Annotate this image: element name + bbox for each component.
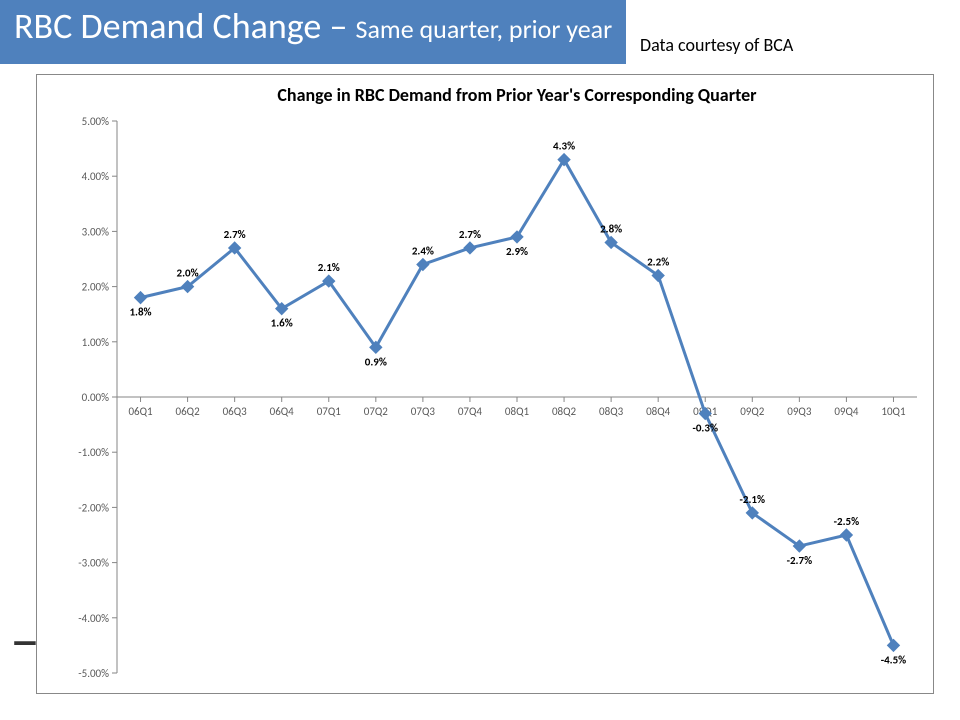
svg-text:2.8%: 2.8% [600,222,622,235]
title-main: RBC Demand Change – [14,4,356,48]
svg-text:06Q2: 06Q2 [176,405,201,418]
svg-text:10Q1: 10Q1 [881,405,906,418]
svg-text:08Q4: 08Q4 [646,405,671,418]
svg-text:2.7%: 2.7% [224,228,246,241]
title-bar: RBC Demand Change – Same quarter, prior … [0,0,626,64]
svg-text:1.8%: 1.8% [129,306,151,319]
svg-text:06Q1: 06Q1 [128,405,153,418]
svg-text:2.9%: 2.9% [506,245,528,258]
svg-text:-2.1%: -2.1% [740,493,765,506]
slide: RBC Demand Change – Same quarter, prior … [0,0,960,720]
svg-text:3.00%: 3.00% [82,225,110,238]
svg-text:1.00%: 1.00% [82,336,110,349]
svg-text:09Q3: 09Q3 [787,405,812,418]
svg-text:-5.00%: -5.00% [78,667,109,680]
title-sub: Same quarter, prior year [356,13,613,45]
svg-text:-3.00%: -3.00% [78,557,109,570]
svg-text:-2.7%: -2.7% [787,554,812,567]
svg-text:Change in RBC Demand from Prio: Change in RBC Demand from Prior Year's C… [277,84,757,106]
svg-text:-2.00%: -2.00% [78,501,109,514]
svg-text:09Q2: 09Q2 [740,405,765,418]
svg-text:08Q3: 08Q3 [599,405,624,418]
svg-text:07Q2: 07Q2 [364,405,389,418]
svg-text:2.4%: 2.4% [412,245,434,258]
svg-text:07Q1: 07Q1 [317,405,342,418]
svg-text:4.00%: 4.00% [82,170,110,183]
data-courtesy: Data courtesy of BCA [640,34,793,56]
svg-text:2.1%: 2.1% [318,261,340,274]
svg-text:08Q1: 08Q1 [505,405,530,418]
svg-text:06Q3: 06Q3 [223,405,248,418]
chart-container: Change in RBC Demand from Prior Year's C… [36,74,934,694]
svg-text:06Q4: 06Q4 [270,405,295,418]
svg-text:1.6%: 1.6% [271,317,293,330]
svg-text:2.2%: 2.2% [647,256,669,269]
svg-text:-1.00%: -1.00% [78,446,109,459]
svg-text:09Q4: 09Q4 [834,405,859,418]
svg-text:-0.3%: -0.3% [692,422,717,435]
svg-text:2.00%: 2.00% [82,281,110,294]
line-chart-svg: Change in RBC Demand from Prior Year's C… [37,75,933,693]
svg-text:-2.5%: -2.5% [834,515,859,528]
svg-text:0.00%: 0.00% [82,391,110,404]
svg-text:-4.00%: -4.00% [78,612,109,625]
svg-text:4.3%: 4.3% [553,140,575,153]
svg-text:5.00%: 5.00% [82,115,110,128]
svg-text:2.7%: 2.7% [459,228,481,241]
svg-text:2.0%: 2.0% [177,267,199,280]
svg-text:07Q3: 07Q3 [411,405,436,418]
svg-text:07Q4: 07Q4 [458,405,483,418]
svg-text:0.9%: 0.9% [365,355,387,368]
svg-text:08Q2: 08Q2 [552,405,577,418]
svg-text:-4.5%: -4.5% [881,653,906,666]
